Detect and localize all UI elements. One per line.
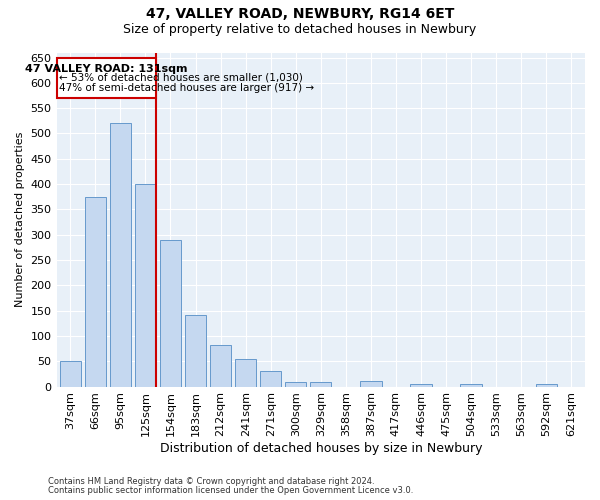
Bar [235,358,256,386]
Text: Contains HM Land Registry data © Crown copyright and database right 2024.: Contains HM Land Registry data © Crown c… [48,477,374,486]
Text: 47 VALLEY ROAD: 131sqm: 47 VALLEY ROAD: 131sqm [25,64,188,74]
Bar [110,124,131,386]
Text: Size of property relative to detached houses in Newbury: Size of property relative to detached ho… [124,22,476,36]
FancyBboxPatch shape [56,58,156,98]
Text: 47% of semi-detached houses are larger (917) →: 47% of semi-detached houses are larger (… [59,83,314,93]
Bar [460,384,482,386]
X-axis label: Distribution of detached houses by size in Newbury: Distribution of detached houses by size … [160,442,482,455]
Bar [135,184,156,386]
Bar [360,380,382,386]
Bar [285,382,307,386]
Bar [310,382,331,386]
Text: ← 53% of detached houses are smaller (1,030): ← 53% of detached houses are smaller (1,… [59,72,302,83]
Bar [410,384,431,386]
Bar [260,372,281,386]
Bar [185,314,206,386]
Y-axis label: Number of detached properties: Number of detached properties [15,132,25,307]
Bar [85,197,106,386]
Bar [160,240,181,386]
Bar [210,345,231,387]
Bar [59,362,81,386]
Text: Contains public sector information licensed under the Open Government Licence v3: Contains public sector information licen… [48,486,413,495]
Text: 47, VALLEY ROAD, NEWBURY, RG14 6ET: 47, VALLEY ROAD, NEWBURY, RG14 6ET [146,8,454,22]
Bar [536,384,557,386]
